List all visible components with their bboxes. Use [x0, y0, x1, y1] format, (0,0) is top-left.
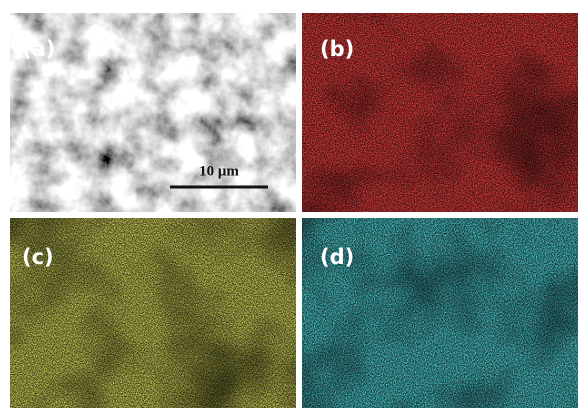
scale-bar-label: 10 μm	[199, 163, 239, 179]
page: 10 μm (a) (b) (c) (d) (() => { const dat…	[0, 0, 582, 410]
figure: 10 μm (a) (b) (c) (d)	[0, 0, 582, 410]
panel-label: (d)	[320, 245, 354, 269]
panel-label: (a)	[22, 37, 55, 61]
panel-label: (c)	[22, 245, 54, 269]
panel-label: (b)	[320, 37, 354, 61]
